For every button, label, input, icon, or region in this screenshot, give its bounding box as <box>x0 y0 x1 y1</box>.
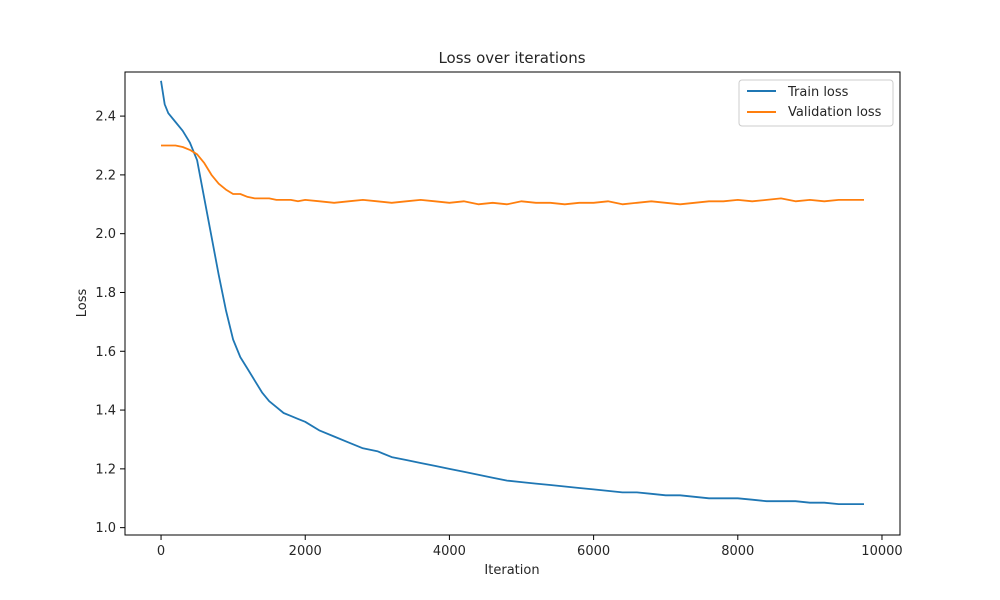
y-tick-label: 2.2 <box>95 168 116 183</box>
series-layer <box>160 80 864 505</box>
legend-box <box>738 79 894 127</box>
y-tick-label: 1.0 <box>95 521 116 536</box>
y-tick-label: 1.2 <box>95 462 116 477</box>
x-tick-label: 4000 <box>433 544 466 559</box>
x-axis: 0 2000 4000 6000 8000 10000 <box>157 535 903 559</box>
x-tick-label: 8000 <box>721 544 754 559</box>
y-tick-label: 2.0 <box>95 227 116 242</box>
x-axis-label: Iteration <box>484 563 539 578</box>
x-tick-label: 2000 <box>289 544 322 559</box>
x-tick-label: 10000 <box>861 544 902 559</box>
y-axis: 1.0 1.2 1.4 1.6 1.8 2.0 2.2 2.4 <box>95 110 125 536</box>
validation-loss-line <box>161 144 864 206</box>
legend-label-validation-loss: Validation loss <box>788 105 882 120</box>
x-tick-label: 0 <box>157 544 165 559</box>
y-tick-label: 2.4 <box>95 110 116 125</box>
legend: Train loss Validation loss <box>738 79 894 127</box>
chart-title: Loss over iterations <box>438 49 585 67</box>
y-tick-label: 1.8 <box>95 286 116 301</box>
x-tick-label: 6000 <box>577 544 610 559</box>
y-tick-label: 1.4 <box>95 404 116 419</box>
plot-frame <box>124 71 901 536</box>
y-tick-label: 1.6 <box>95 345 116 360</box>
train-loss-line <box>160 80 864 505</box>
legend-label-train-loss: Train loss <box>787 85 849 100</box>
y-axis-label: Loss <box>75 289 90 318</box>
